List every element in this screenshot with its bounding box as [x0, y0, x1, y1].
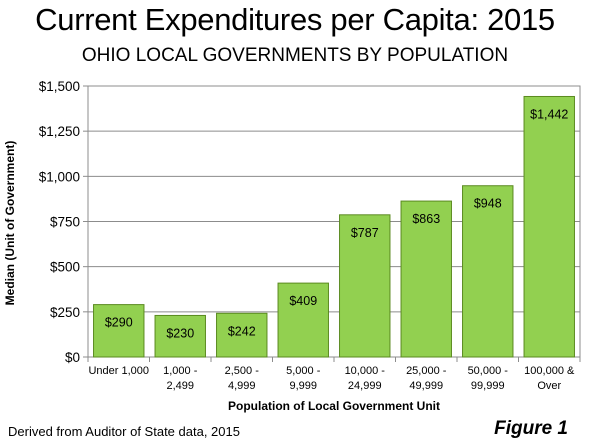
chart-title: Current Expenditures per Capita: 2015 [35, 2, 555, 37]
bar [462, 185, 514, 358]
x-tick-label-line: 9,999 [289, 380, 317, 392]
x-tick-label-line: 1,000 - [163, 365, 198, 377]
x-tick-label-line: 99,999 [471, 380, 505, 392]
bar-value-label: $863 [412, 212, 440, 226]
y-tick-label: $1,000 [39, 169, 80, 184]
x-tick-label-line: Under 1,000 [88, 365, 149, 377]
chart-subtitle: OHIO LOCAL GOVERNMENTS BY POPULATION [81, 45, 509, 66]
bar-value-label: $242 [228, 324, 256, 338]
bar [154, 314, 206, 358]
x-tick-label-line: 50,000 - [468, 365, 509, 377]
bar-value-label: $948 [474, 197, 502, 211]
x-axis-label: Population of Local Government Unit [227, 399, 440, 413]
bar [216, 312, 268, 358]
source-note: Derived from Auditor of State data, 2015 [8, 424, 240, 439]
bar-value-label: $787 [351, 226, 379, 240]
bar [400, 200, 452, 358]
x-tick-label: 50,000 - 99,999 [468, 365, 509, 392]
y-tick-label: $1,500 [39, 79, 80, 94]
x-tick-label-line: 5,000 - [286, 365, 321, 377]
bar [339, 214, 391, 358]
x-tick-label: 25,000 - 49,999 [406, 365, 447, 392]
bar-value-label: $1,442 [530, 107, 568, 121]
x-tick-label: 5,000 - 9,999 [286, 365, 321, 392]
y-tick-label: $0 [65, 350, 80, 365]
x-tick-label-line: 100,000 & [524, 365, 575, 377]
figure-label: Figure 1 [494, 418, 568, 439]
x-tick-label-line: 2,500 - [225, 365, 260, 377]
x-tick-label-line: 49,999 [409, 380, 443, 392]
x-tick-label: Under 1,000 [88, 365, 149, 377]
bar-value-label: $230 [166, 326, 194, 340]
bar [277, 282, 329, 358]
x-tick-label: 2,500 - 4,999 [225, 365, 260, 392]
bar-value-label: $409 [289, 294, 317, 308]
x-tick-label: 1,000 - 2,499 [163, 365, 198, 392]
y-tick-label: $250 [50, 305, 80, 320]
x-tick-label-line: Over [537, 380, 561, 392]
x-tick-label-line: 2,499 [166, 380, 194, 392]
y-tick-label: $1,250 [39, 124, 80, 139]
x-tick-label: 10,000 - 24,999 [345, 365, 386, 392]
bar-value-label: $290 [105, 316, 133, 330]
x-tick-label-line: 24,999 [348, 380, 382, 392]
y-tick-label: $750 [50, 215, 80, 230]
bar [523, 95, 575, 358]
x-tick-label-line: 25,000 - [406, 365, 447, 377]
y-tick-label: $500 [50, 260, 80, 275]
bar [93, 304, 145, 358]
x-tick-label-line: 10,000 - [345, 365, 386, 377]
x-tick-label: 100,000 & Over [524, 365, 575, 392]
x-tick-label-line: 4,999 [228, 380, 256, 392]
